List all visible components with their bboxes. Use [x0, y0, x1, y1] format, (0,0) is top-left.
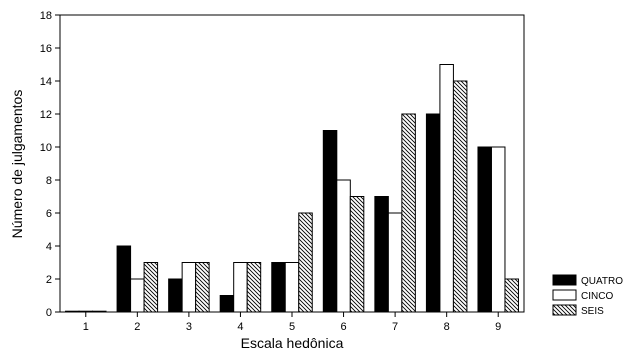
bar-quatro-4 — [219, 295, 235, 313]
x-tick-label: 5 — [289, 321, 295, 333]
bars — [65, 64, 519, 313]
bar-cinco-3 — [181, 262, 197, 313]
y-tick-label: 12 — [40, 109, 52, 121]
y-tick-label: 16 — [40, 43, 52, 55]
bar-cinco-2 — [130, 278, 145, 313]
x-axis: 1 2 3 4 5 6 7 8 9 — [83, 312, 501, 333]
bar-cinco-6 — [336, 179, 351, 313]
y-tick-label: 2 — [46, 274, 52, 286]
bar-cinco-7 — [387, 212, 403, 313]
bar-seis-6 — [349, 196, 365, 313]
y-tick-label: 8 — [46, 175, 52, 187]
y-tick-label: 4 — [46, 241, 52, 253]
bar-seis-2 — [143, 262, 159, 313]
legend-label-quatro: QUATRO — [581, 276, 623, 287]
bar-cinco-5 — [284, 262, 300, 313]
legend-swatch-quatro — [552, 274, 577, 286]
bar-quatro-1 — [65, 310, 80, 313]
legend-label-seis: SEIS — [581, 306, 604, 317]
bar-seis-9 — [504, 278, 519, 313]
x-axis-title: Escala hedônica — [241, 335, 344, 351]
bar-quatro-5 — [271, 262, 286, 313]
y-tick-label: 10 — [40, 142, 52, 154]
y-axis: 0 2 4 6 8 10 12 14 16 18 — [40, 10, 60, 319]
bar-quatro-8 — [425, 113, 441, 313]
x-tick-label: 4 — [237, 321, 243, 333]
x-tick-label: 3 — [186, 321, 192, 333]
y-axis-title: Número de julgamentos — [9, 90, 25, 239]
x-tick-label: 7 — [392, 321, 398, 333]
bar-seis-5 — [298, 212, 313, 313]
y-tick-label: 0 — [46, 307, 52, 319]
bar-cinco-8 — [439, 64, 454, 313]
legend: QUATRO CINCO SEIS — [552, 274, 623, 317]
bar-quatro-2 — [116, 245, 132, 313]
y-tick-label: 18 — [40, 10, 52, 22]
x-tick-label: 1 — [83, 321, 89, 333]
bar-cinco-9 — [490, 146, 506, 313]
bar-cinco-1 — [78, 310, 94, 313]
x-tick-label: 2 — [134, 321, 140, 333]
legend-swatch-cinco — [552, 289, 577, 301]
bar-quatro-6 — [322, 130, 338, 313]
bar-quatro-9 — [477, 146, 492, 313]
bar-seis-4 — [246, 262, 262, 313]
bar-cinco-4 — [233, 262, 248, 313]
x-tick-label: 6 — [340, 321, 346, 333]
bar-seis-7 — [401, 113, 416, 313]
bar-seis-3 — [195, 262, 210, 313]
legend-swatch-seis — [552, 304, 577, 316]
y-tick-label: 14 — [40, 76, 52, 88]
legend-label-cinco: CINCO — [581, 291, 613, 302]
bar-seis-8 — [452, 80, 468, 313]
bar-quatro-7 — [374, 196, 389, 313]
x-tick-label: 8 — [444, 321, 450, 333]
bar-seis-1 — [92, 310, 107, 313]
y-tick-label: 6 — [46, 208, 52, 220]
bar-quatro-3 — [168, 278, 183, 313]
x-tick-label: 9 — [495, 321, 501, 333]
